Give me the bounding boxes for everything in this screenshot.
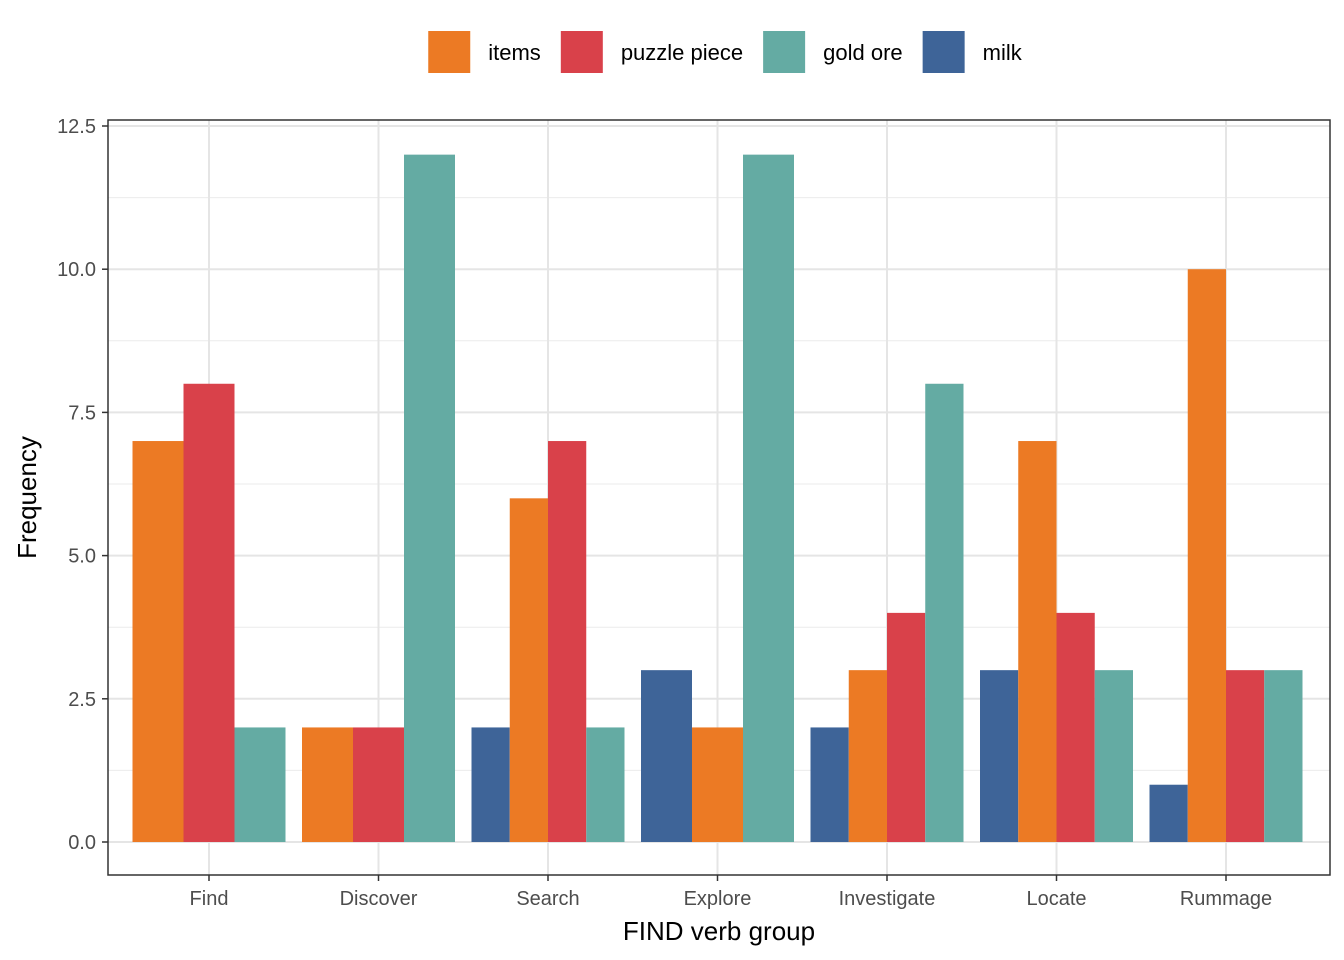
legend-swatch-items [428,31,471,73]
y-tick-label: 7.5 [68,402,96,424]
bar-milk-rummage [1149,784,1188,842]
legend: items puzzle piece gold ore milk [428,31,1023,73]
bar-puzzle-piece-investigate [887,612,926,842]
legend-label-items: items [488,40,541,65]
bar-gold-ore-rummage [1264,670,1303,842]
bar-puzzle-piece-search [548,441,587,842]
x-axis-title: FIND verb group [623,916,815,946]
y-tick-label: 2.5 [68,689,96,711]
bar-milk-explore [641,670,692,842]
legend-swatch-gold-ore [763,31,806,73]
y-axis-title: Frequency [12,436,42,559]
legend-swatch-puzzle-piece [560,31,603,73]
bar-items-find [132,441,184,842]
legend-item-milk: milk [922,31,1023,73]
x-tick-label-rummage: Rummage [1180,888,1272,910]
legend-label-milk: milk [983,40,1023,65]
bar-puzzle-piece-rummage [1226,670,1265,842]
bar-puzzle-piece-discover [353,727,404,842]
panel-border [107,119,1331,876]
legend-swatch-milk [922,31,965,73]
bar-gold-ore-find [234,727,286,842]
bar-gold-ore-investigate [925,383,964,842]
bar-puzzle-piece-locate [1056,612,1095,842]
bar-gold-ore-discover [404,154,455,842]
legend-label-gold-ore: gold ore [823,40,903,65]
legend-item-items: items [428,31,541,73]
y-tick-label: 0.0 [68,832,96,854]
x-tick-label-investigate: Investigate [839,888,936,910]
bar-items-rummage [1187,269,1226,842]
legend-item-puzzle-piece: puzzle piece [560,31,743,73]
bar-gold-ore-locate [1094,670,1133,842]
x-tick-label-locate: Locate [1026,888,1086,910]
legend-item-gold-ore: gold ore [763,31,903,73]
bar-items-locate [1018,441,1057,842]
x-tick-label-search: Search [516,888,579,910]
y-tick-label: 10.0 [57,259,96,281]
bar-items-search [509,498,548,842]
plot-area: 0.0 2.5 5.0 7.5 10.0 12.5 Find Discover Search Ex… [57,116,1331,910]
y-tick-label: 12.5 [57,116,96,138]
x-tick-label-discover: Discover [340,888,418,910]
legend-label-puzzle-piece: puzzle piece [621,40,743,65]
bar-puzzle-piece-find [183,383,235,842]
bar-gold-ore-search [586,727,625,842]
bar-gold-ore-explore [743,154,794,842]
bar-milk-investigate [810,727,849,842]
bar-items-discover [302,727,353,842]
bar-items-explore [692,727,743,842]
x-tick-label-find: Find [190,888,229,910]
bar-items-investigate [848,670,887,842]
bar-milk-search [471,727,510,842]
x-tick-label-explore: Explore [684,888,752,910]
y-tick-label: 5.0 [68,546,96,568]
bar-milk-locate [980,670,1019,842]
